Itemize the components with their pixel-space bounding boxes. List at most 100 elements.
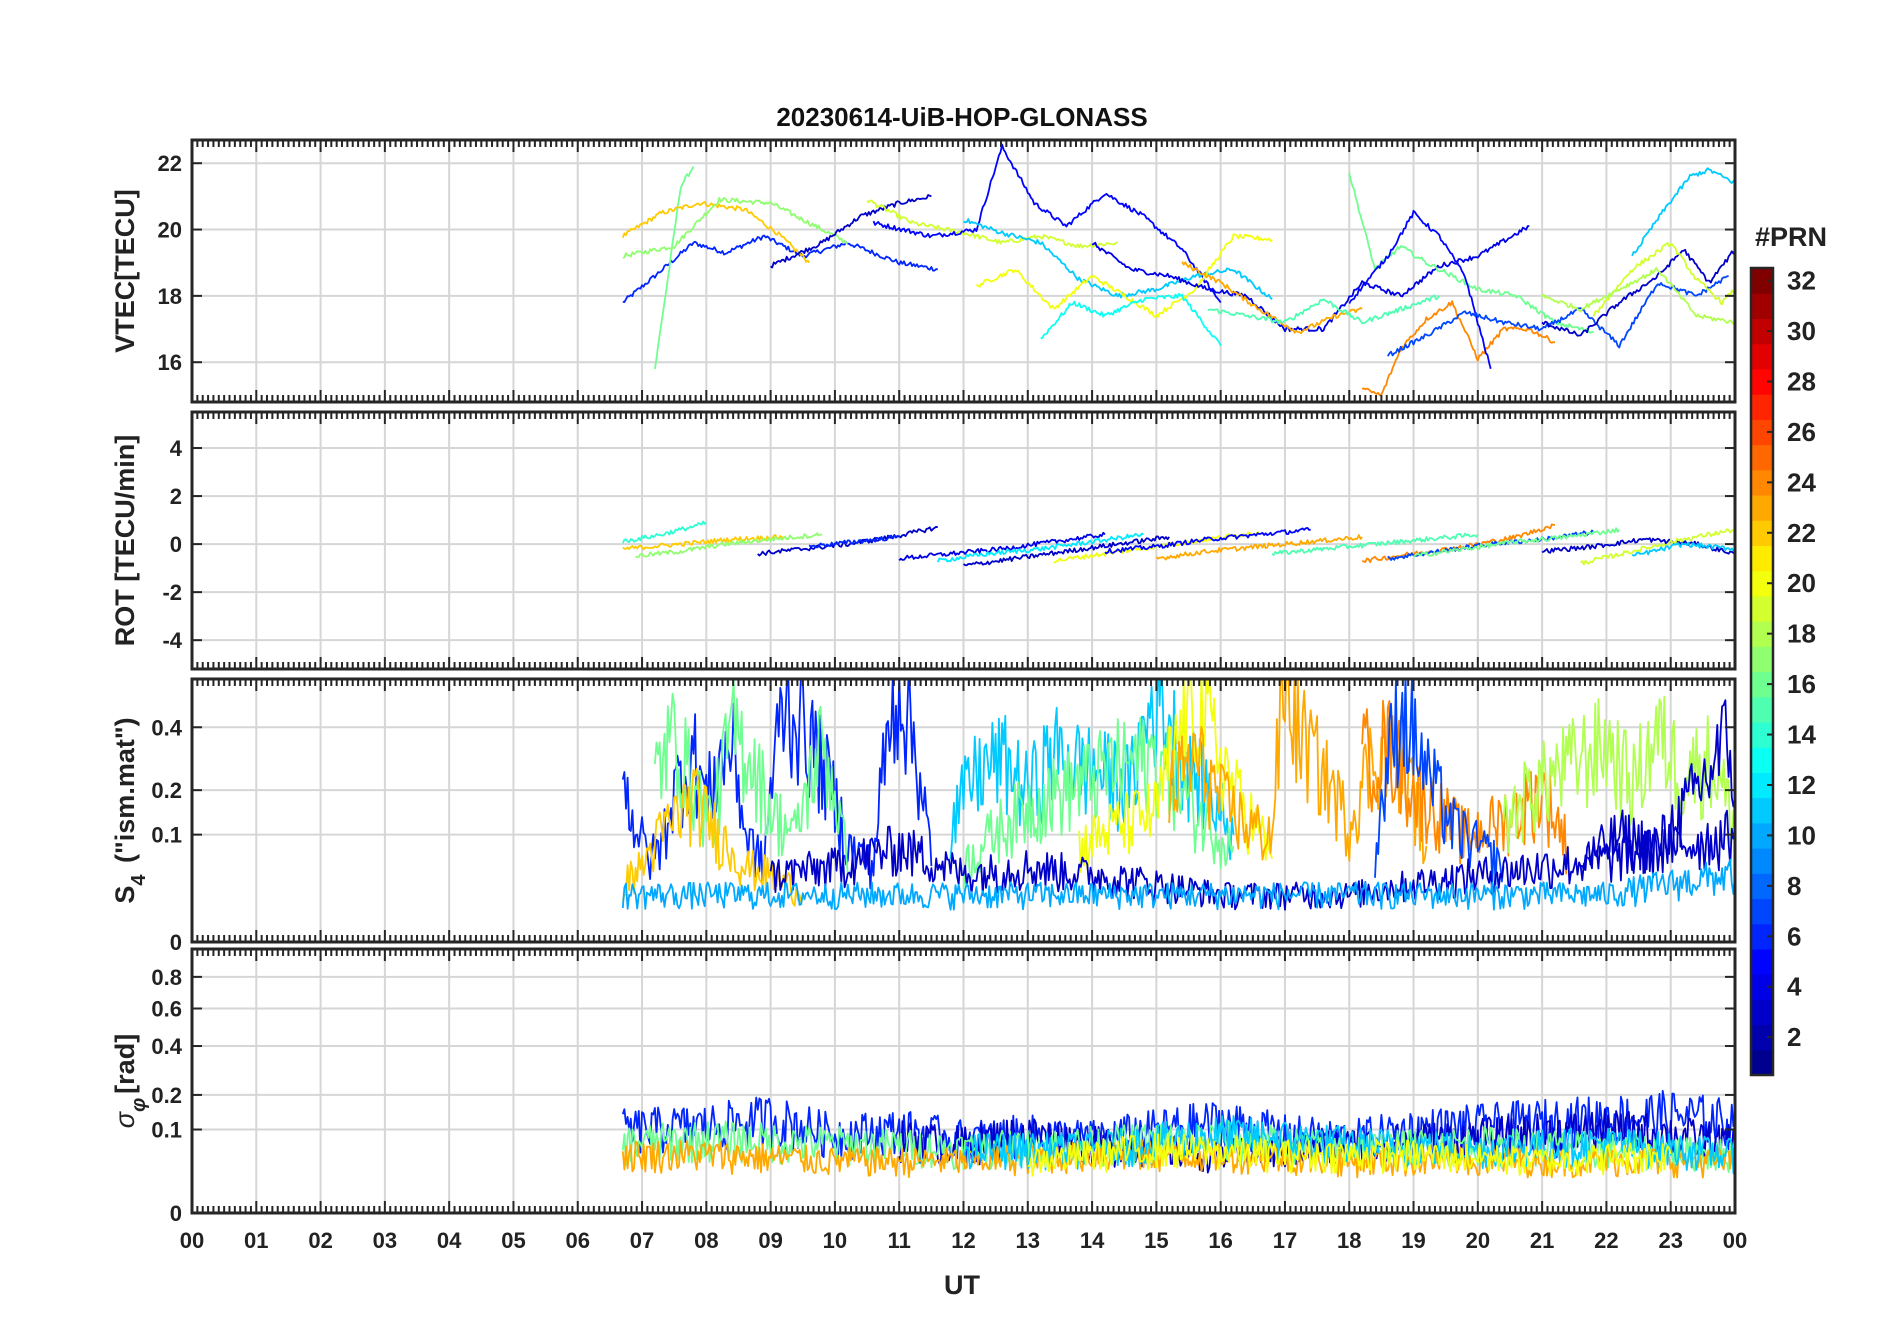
colorbar-segment xyxy=(1751,822,1773,849)
series-line-prn-15 xyxy=(1271,532,1479,556)
x-tick-label: 10 xyxy=(823,1228,847,1253)
colorbar-segment xyxy=(1751,343,1773,370)
colorbar-segment xyxy=(1751,494,1773,521)
colorbar-tick-label: 6 xyxy=(1787,921,1801,951)
colorbar-segment xyxy=(1751,368,1773,395)
x-tick-label: 23 xyxy=(1658,1228,1682,1253)
colorbar-tick-label: 24 xyxy=(1787,467,1816,497)
series-line-prn-6 xyxy=(621,679,933,890)
y-tick-label: 0.4 xyxy=(151,715,182,740)
y-tick-label: 0 xyxy=(170,532,182,557)
series-group xyxy=(621,143,1735,397)
y-tick-label: -2 xyxy=(162,580,182,605)
y-tick-label: 20 xyxy=(158,218,182,243)
colorbar-segment xyxy=(1751,268,1773,294)
x-tick-label: 13 xyxy=(1016,1228,1040,1253)
series-line-prn-20 xyxy=(975,233,1273,318)
x-tick-label: 12 xyxy=(951,1228,975,1253)
series-line-prn-16 xyxy=(1412,527,1621,558)
y-tick-label: 0.8 xyxy=(151,965,182,990)
series-line-prn-5 xyxy=(872,143,1222,304)
series-line-prn-23 xyxy=(1181,261,1363,335)
colorbar-segment xyxy=(1751,520,1773,547)
colorbar-tick-label: 12 xyxy=(1787,770,1816,800)
y-axis-label: S4 ("ism.mat") xyxy=(110,717,150,903)
colorbar-segment xyxy=(1751,948,1773,975)
x-tick-label: 01 xyxy=(244,1228,268,1253)
x-tick-label: 00 xyxy=(180,1228,204,1253)
series-line-prn-3 xyxy=(757,525,939,557)
colorbar-segment xyxy=(1751,1049,1773,1076)
colorbar-segment xyxy=(1751,898,1773,925)
series-line-prn-4 xyxy=(898,531,1106,562)
y-tick-label: 0 xyxy=(170,1201,182,1226)
series-group xyxy=(621,1089,1735,1179)
x-tick-label: 08 xyxy=(694,1228,718,1253)
series-line-prn-22 xyxy=(621,768,804,907)
colorbar-tick-label: 16 xyxy=(1787,669,1816,699)
x-tick-label: 21 xyxy=(1530,1228,1554,1253)
y-tick-label: 0.4 xyxy=(151,1034,182,1059)
series-line-prn-18 xyxy=(1541,266,1735,326)
series-line-prn-16 xyxy=(962,716,1235,889)
colorbar-tick-label: 8 xyxy=(1787,871,1801,901)
x-tick-label: 00 xyxy=(1723,1228,1747,1253)
y-tick-label: 0.1 xyxy=(151,823,182,848)
series-line-prn-7 xyxy=(1387,275,1729,357)
series-line-prn-3 xyxy=(769,809,1735,911)
y-axis-label: ROT [TECU/min] xyxy=(110,435,140,646)
colorbar-segment xyxy=(1751,772,1773,799)
series-line-prn-16 xyxy=(654,166,695,370)
series-line-prn-24 xyxy=(1361,300,1556,397)
x-tick-label: 15 xyxy=(1144,1228,1168,1253)
y-tick-label: 0.6 xyxy=(151,997,182,1022)
colorbar-tick-label: 4 xyxy=(1787,972,1802,1002)
series-line-prn-3 xyxy=(962,535,1170,567)
series-line-prn-11 xyxy=(1631,167,1735,257)
colorbar-segment xyxy=(1751,444,1773,471)
colorbar-segment xyxy=(1751,797,1773,824)
series-line-prn-3 xyxy=(770,194,932,269)
series-line-prn-10 xyxy=(621,858,1735,911)
y-axis-label: VTEC[TECU] xyxy=(110,189,140,353)
colorbar-segment xyxy=(1751,621,1773,647)
x-tick-label: 22 xyxy=(1594,1228,1618,1253)
series-line-prn-4 xyxy=(1091,225,1530,333)
panel-3: 0 0.1 0.2 0.4S4 ("ism.mat") xyxy=(110,677,1737,955)
colorbar-segment xyxy=(1751,419,1773,446)
x-axis-label: UT xyxy=(944,1270,980,1300)
x-tick-label: 09 xyxy=(758,1228,782,1253)
series-line-prn-23 xyxy=(1168,679,1428,865)
colorbar-segment xyxy=(1751,747,1773,773)
x-tick-label: 04 xyxy=(437,1228,462,1253)
colorbar-segment xyxy=(1751,545,1773,572)
series-line-prn-6 xyxy=(808,534,900,549)
series-line-prn-14 xyxy=(621,520,707,544)
colorbar-segment xyxy=(1751,293,1773,320)
series-line-prn-19 xyxy=(866,199,1118,249)
colorbar-segment xyxy=(1751,595,1773,622)
colorbar-segment xyxy=(1751,671,1773,698)
y-tick-label: 18 xyxy=(158,284,182,309)
x-tick-label: 02 xyxy=(308,1228,332,1253)
colorbar-segment xyxy=(1751,646,1773,673)
series-line-prn-7 xyxy=(1374,679,1505,886)
series-line-prn-12 xyxy=(936,532,1144,563)
colorbar-segment xyxy=(1751,999,1773,1026)
y-tick-label: -4 xyxy=(162,628,182,653)
series-group xyxy=(621,520,1735,567)
series-line-prn-3 xyxy=(1541,248,1735,337)
series-line-prn-23 xyxy=(1155,534,1363,561)
x-tick-label: 18 xyxy=(1337,1228,1361,1253)
y-tick-label: 0.2 xyxy=(151,778,182,803)
x-tick-label: 06 xyxy=(566,1228,590,1253)
series-line-prn-20 xyxy=(1078,679,1273,873)
colorbar-tick-label: 2 xyxy=(1787,1022,1801,1052)
series-line-prn-16 xyxy=(654,679,849,875)
colorbar-tick-label: 22 xyxy=(1787,518,1816,548)
x-tick-label: 03 xyxy=(373,1228,397,1253)
panels: 16 18 20 22 VTEC[TECU] -4 -2 0 2 4 ROT [TECU/min] 0… xyxy=(110,138,1737,1226)
series-line-prn-5 xyxy=(1348,209,1492,370)
series-line-prn-19 xyxy=(1592,241,1735,317)
colorbar-segment xyxy=(1751,1024,1773,1051)
